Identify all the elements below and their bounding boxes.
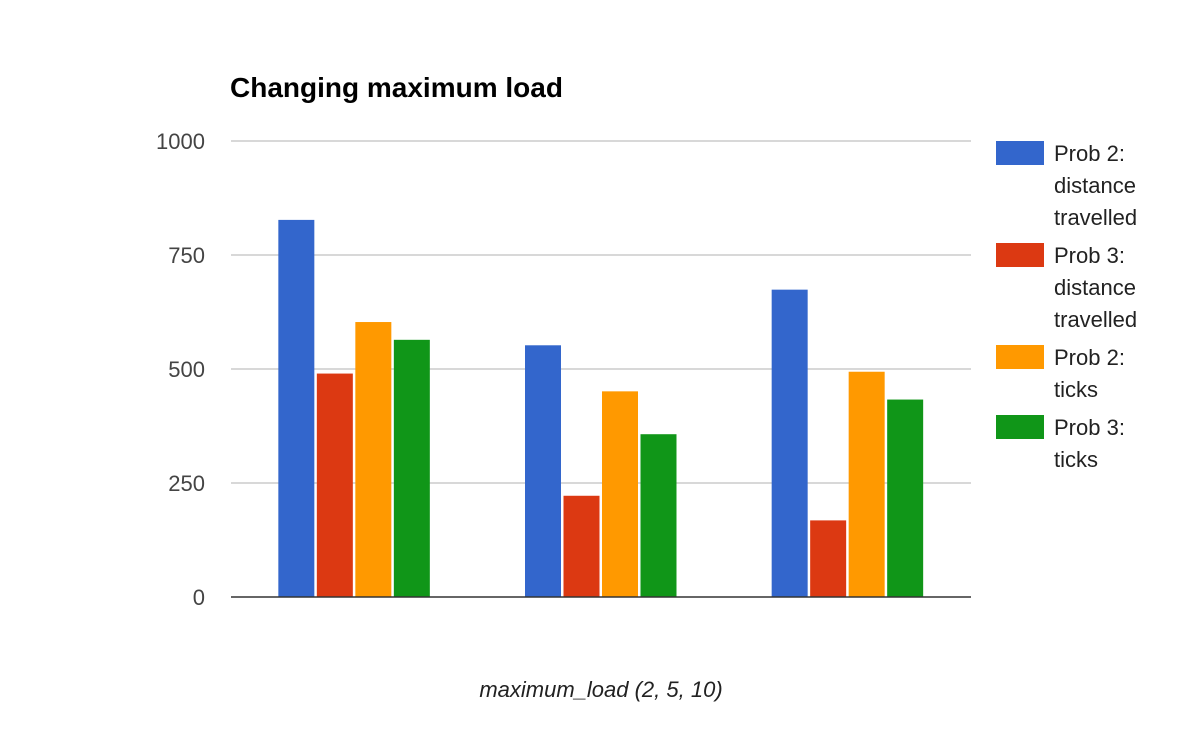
bar — [887, 399, 924, 597]
y-tick-label: 750 — [168, 243, 205, 268]
legend-item: Prob 3: ticks — [996, 415, 1125, 472]
legend-swatch — [996, 141, 1044, 165]
x-axis-label: maximum_load (2, 5, 10) — [479, 677, 722, 702]
legend-swatch — [996, 243, 1044, 267]
legend-label: Prob 3: — [1054, 243, 1125, 268]
bar — [771, 289, 808, 597]
bar — [316, 373, 353, 597]
legend-label: ticks — [1054, 447, 1098, 472]
bar — [602, 391, 638, 597]
y-tick-label: 1000 — [156, 129, 205, 154]
bar — [810, 520, 847, 597]
legend: Prob 2: distance travelled Prob 3: distance t… — [996, 141, 1137, 472]
bar — [848, 371, 885, 597]
legend-item: Prob 3: distance travelled — [996, 243, 1137, 332]
legend-item: Prob 2: ticks — [996, 345, 1125, 402]
legend-swatch — [996, 345, 1044, 369]
bar — [525, 345, 561, 597]
legend-label: Prob 3: — [1054, 415, 1125, 440]
legend-swatch — [996, 415, 1044, 439]
bar — [393, 339, 430, 597]
legend-item: Prob 2: distance travelled — [996, 141, 1137, 230]
bar — [640, 434, 677, 597]
legend-label: ticks — [1054, 377, 1098, 402]
bar — [278, 219, 315, 597]
y-tick-label: 250 — [168, 471, 205, 496]
bar — [563, 495, 600, 597]
legend-label: travelled — [1054, 205, 1137, 230]
legend-label: travelled — [1054, 307, 1137, 332]
legend-label: distance — [1054, 173, 1136, 198]
y-axis-ticks: 0 250 500 750 1000 — [156, 129, 205, 610]
bars — [278, 219, 924, 597]
bar — [355, 322, 392, 597]
y-tick-label: 0 — [193, 585, 205, 610]
y-tick-label: 500 — [168, 357, 205, 382]
legend-label: Prob 2: — [1054, 141, 1125, 166]
gridlines — [231, 140, 971, 484]
chart-title: Changing maximum load — [230, 72, 563, 103]
legend-label: distance — [1054, 275, 1136, 300]
legend-label: Prob 2: — [1054, 345, 1125, 370]
